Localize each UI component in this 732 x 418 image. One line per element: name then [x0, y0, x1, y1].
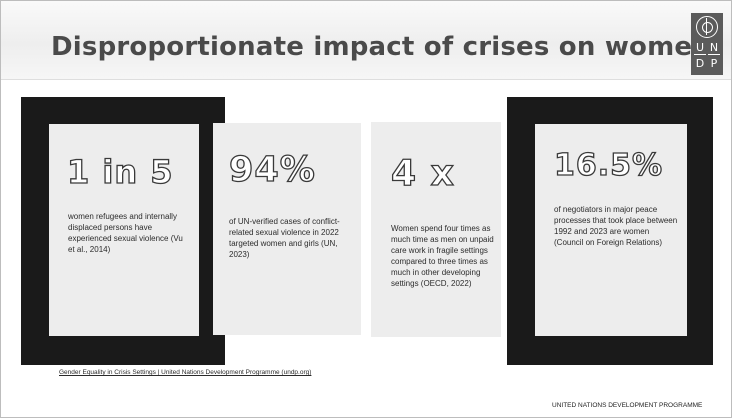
source-link[interactable]: Gender Equality in Crisis Settings | Uni…	[59, 369, 312, 376]
stat-card-16-5-percent: 16.5% of negotiators in major peace proc…	[535, 124, 687, 336]
stat-card-1-in-5: 1 in 5 women refugees and internally dis…	[49, 124, 199, 336]
footer-organization: UNITED NATIONS DEVELOPMENT PROGRAMME	[552, 402, 703, 409]
logo-letter-d: D	[695, 57, 705, 70]
stat-value: 94%	[228, 150, 316, 190]
stat-value: 16.5%	[553, 148, 664, 183]
stat-value: 1 in 5	[66, 153, 174, 191]
stat-card-4x: 4 x Women spend four times as much time …	[371, 122, 501, 337]
slide-header: Disproportionate impact of crises on wom…	[1, 1, 731, 80]
slide-title: Disproportionate impact of crises on wom…	[51, 32, 711, 62]
stat-description: women refugees and internally displaced …	[68, 212, 183, 254]
stat-value: 4 x	[390, 153, 455, 194]
stat-description: of negotiators in major peace processes …	[554, 205, 678, 247]
un-emblem-icon	[696, 16, 718, 38]
logo-letters: U N D P	[694, 41, 720, 70]
logo-letter-p: P	[710, 57, 718, 70]
undp-logo: U N D P	[691, 13, 723, 75]
logo-letter-u: U	[694, 41, 706, 55]
stat-description: of UN-verified cases of conflict-related…	[229, 217, 340, 259]
stat-card-94-percent: 94% of UN-verified cases of conflict-rel…	[213, 123, 361, 335]
logo-letter-n: N	[708, 41, 720, 55]
stat-description: Women spend four times as much time as m…	[391, 224, 494, 288]
